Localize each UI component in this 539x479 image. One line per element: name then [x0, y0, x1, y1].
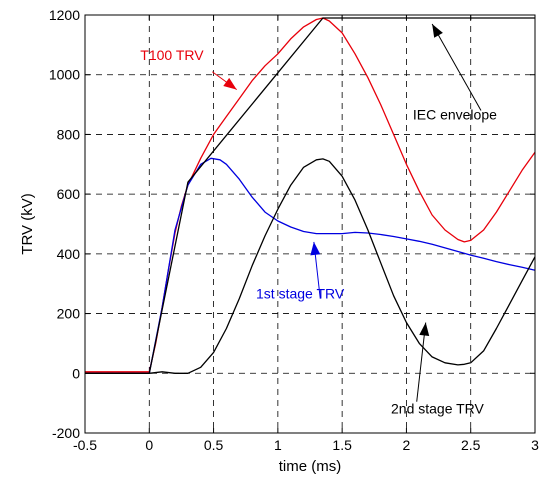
- annotation-t100-trv: T100 TRV: [140, 47, 204, 63]
- annotations: T100 TRV IEC envelope 1st stage TRV 2nd …: [140, 23, 497, 417]
- series-line-t100-trv: [85, 17, 536, 373]
- tick-labels: -0.5 0 0.5 1 1.5 2 2.5 3 -200 0 200 400 600 800 1000 12…: [49, 7, 539, 453]
- plot-frame: [84, 14, 536, 434]
- x-tick-label: 1.5: [332, 437, 352, 453]
- annotation-2nd-stage-trv: 2nd stage TRV: [391, 401, 485, 417]
- y-axis-label: TRV (kV): [19, 193, 36, 254]
- y-tick-label: 600: [57, 186, 81, 202]
- x-tick-label: 0: [145, 437, 153, 453]
- y-tick-label: 800: [57, 126, 81, 142]
- annotation-arrow-head: [432, 23, 443, 38]
- y-tick-label: 1000: [49, 67, 80, 83]
- x-tick-label: 2.5: [461, 437, 481, 453]
- grid: [85, 15, 535, 433]
- series-line-1st-stage-trv: [85, 157, 536, 374]
- ticks: [84, 14, 536, 434]
- x-tick-label: -0.5: [73, 437, 97, 453]
- y-tick-label: 400: [57, 246, 81, 262]
- y-tick-label: 0: [72, 365, 80, 381]
- annotation-arrow-head: [310, 241, 321, 256]
- series-line-2nd-stage-trv: [85, 158, 536, 374]
- y-tick-label: -200: [52, 425, 80, 441]
- series-layer: [85, 17, 536, 374]
- annotation-arrow-head: [223, 77, 237, 90]
- y-tick-label: 1200: [49, 7, 80, 23]
- annotation-1st-stage-trv: 1st stage TRV: [256, 286, 345, 302]
- annotation-arrow-line: [416, 322, 427, 402]
- x-tick-label: 1: [274, 437, 282, 453]
- x-tick-label: 2: [403, 437, 411, 453]
- series-line-iec-envelope: [148, 17, 535, 374]
- annotation-arrow-head: [419, 322, 430, 337]
- x-tick-label: 0.5: [204, 437, 224, 453]
- annotation-iec-envelope: IEC envelope: [413, 107, 497, 123]
- annotation-arrow-line: [431, 23, 482, 111]
- x-axis-label: time (ms): [279, 458, 342, 475]
- x-tick-label: 3: [531, 437, 539, 453]
- y-tick-label: 200: [57, 306, 81, 322]
